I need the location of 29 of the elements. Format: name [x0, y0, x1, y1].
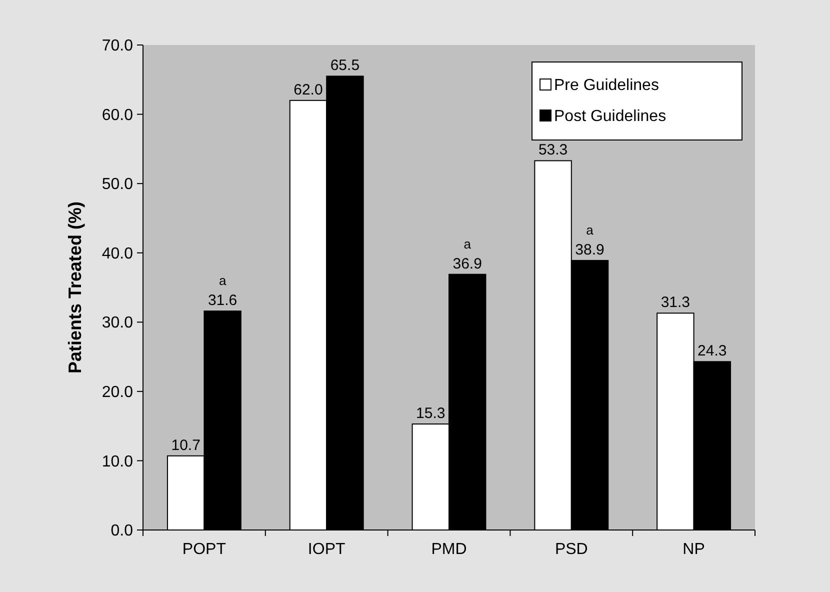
y-tick-label: 30.0 [102, 314, 134, 332]
data-label: 38.9 [575, 241, 604, 258]
data-label: 36.9 [452, 255, 482, 272]
x-tick-label: NP [682, 541, 705, 558]
annotation: a [586, 222, 594, 238]
y-tick-label: 0.0 [110, 522, 134, 540]
data-label: 31.3 [660, 294, 690, 312]
legend-label: Pre Guidelines [554, 77, 659, 94]
data-label: 10.7 [171, 436, 200, 454]
x-tick-label: POPT [182, 541, 226, 558]
data-label: 24.3 [698, 342, 727, 360]
y-tick-label: 50.0 [102, 176, 134, 194]
data-label: 65.5 [330, 57, 360, 74]
y-tick-label: 40.0 [102, 245, 134, 262]
annotation: a [218, 273, 227, 288]
data-label: 31.6 [208, 292, 238, 310]
legend-label: Post Guidelines [554, 108, 666, 125]
y-tick-label: 60.0 [102, 106, 134, 124]
data-label: 53.3 [538, 142, 568, 159]
y-tick-label: 20.0 [102, 384, 134, 402]
y-tick-label: 10.0 [102, 453, 134, 470]
x-tick-label: PSD [554, 541, 588, 558]
y-axis-title: Patients Treated (%) [65, 201, 85, 374]
y-tick-label: 70.0 [102, 38, 134, 55]
data-label: 15.3 [416, 404, 446, 422]
data-label: 62.0 [294, 81, 323, 98]
annotation: a [464, 236, 472, 252]
x-tick-label: IOPT [308, 541, 346, 558]
x-tick-label: PMD [431, 541, 467, 558]
